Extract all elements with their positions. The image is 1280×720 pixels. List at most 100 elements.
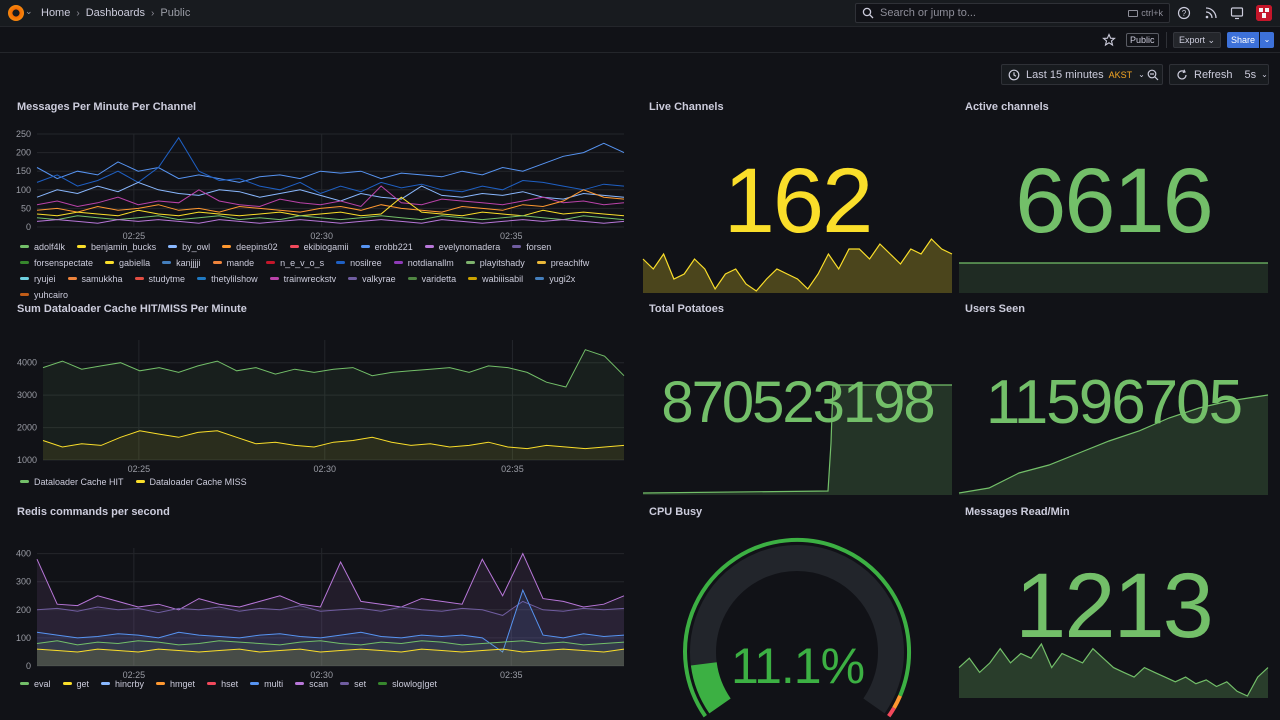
legend-item[interactable]: nosilree bbox=[336, 256, 382, 269]
legend-item[interactable]: Dataloader Cache MISS bbox=[135, 475, 247, 488]
series-line[interactable] bbox=[36, 181, 625, 202]
legend-item[interactable]: n_e_v_o_s bbox=[266, 256, 324, 269]
search-input[interactable]: Search or jump to... ctrl+k bbox=[855, 3, 1170, 23]
legend-label: kanjjjji bbox=[176, 257, 201, 268]
time-range-picker[interactable]: Last 15 minutes AKST ⌄ bbox=[1001, 64, 1163, 85]
refresh-button-label[interactable]: Refresh bbox=[1194, 68, 1233, 81]
legend-label: trainwreckstv bbox=[283, 273, 337, 284]
gauge-threshold-green bbox=[683, 537, 912, 718]
grafana-logo-icon[interactable] bbox=[8, 5, 24, 21]
series-line[interactable] bbox=[36, 640, 625, 646]
legend-item[interactable]: yugi2x bbox=[535, 272, 575, 285]
series-line[interactable] bbox=[36, 215, 625, 221]
sparkline-line bbox=[958, 394, 1269, 494]
legend-item[interactable]: varidetta bbox=[407, 272, 456, 285]
legend-item[interactable]: scan bbox=[295, 677, 328, 690]
series-line[interactable] bbox=[36, 648, 625, 653]
panel-title[interactable]: Total Potatoes bbox=[649, 303, 724, 315]
series-line[interactable] bbox=[36, 552, 625, 611]
legend-item[interactable]: hmget bbox=[156, 677, 195, 690]
series-line[interactable] bbox=[42, 349, 625, 388]
legend-item[interactable]: hset bbox=[207, 677, 238, 690]
active-channels-value: 6616 bbox=[1015, 150, 1214, 252]
legend-item[interactable]: studytme bbox=[134, 272, 185, 285]
legend-label: preachlfw bbox=[550, 257, 590, 268]
panel-title[interactable]: Sum Dataloader Cache HIT/MISS Per Minute bbox=[17, 303, 247, 315]
legend-item[interactable]: ryujei bbox=[20, 272, 56, 285]
legend-item[interactable]: hincrby bbox=[101, 677, 144, 690]
series-line[interactable] bbox=[36, 189, 625, 213]
chart-legend: Dataloader Cache HIT Dataloader Cache MIS… bbox=[20, 475, 630, 488]
shortcut-label: ctrl+k bbox=[1141, 8, 1163, 18]
messages-timeseries-chart[interactable]: 0 50 100 150 200 250 02:25 02:30 02:35 bbox=[16, 126, 627, 241]
export-button[interactable]: Export ⌄ bbox=[1173, 32, 1222, 48]
legend-swatch bbox=[105, 261, 115, 264]
legend-item[interactable]: kanjjjji bbox=[162, 256, 201, 269]
chevron-down-icon[interactable]: ⌄ bbox=[25, 6, 33, 16]
redis-timeseries-chart[interactable]: 0 100 200 300 400 02:25 02:30 02:35 bbox=[16, 540, 627, 680]
panel-title[interactable]: Live Channels bbox=[649, 101, 724, 113]
series-line[interactable] bbox=[36, 196, 625, 217]
legend-item[interactable]: benjamin_bucks bbox=[77, 240, 156, 253]
legend-item[interactable]: forsen bbox=[512, 240, 551, 253]
series-line[interactable] bbox=[36, 600, 625, 616]
series-line[interactable] bbox=[42, 430, 625, 450]
x-tick-label: 02:25 bbox=[123, 670, 146, 680]
legend-item[interactable]: wabiiisabil bbox=[468, 272, 523, 285]
series-line[interactable] bbox=[36, 185, 625, 208]
y-tick-label: 150 bbox=[16, 166, 31, 176]
legend-item[interactable]: forsenspectate bbox=[20, 256, 93, 269]
legend-item[interactable]: get bbox=[62, 677, 89, 690]
legend-label: forsenspectate bbox=[34, 257, 94, 268]
refresh-interval[interactable]: 5s bbox=[1244, 68, 1257, 81]
legend-item[interactable]: ekibiogamii bbox=[289, 240, 349, 253]
panel-title[interactable]: Redis commands per second bbox=[17, 506, 170, 518]
legend-item[interactable]: adolf4lk bbox=[20, 240, 65, 253]
legend-swatch bbox=[407, 277, 417, 280]
live-channels-value: 162 bbox=[723, 150, 874, 252]
legend-item[interactable]: eval bbox=[20, 677, 51, 690]
panel-title[interactable]: Users Seen bbox=[965, 303, 1025, 315]
legend-item[interactable]: gabiella bbox=[105, 256, 150, 269]
legend-item[interactable]: mande bbox=[212, 256, 254, 269]
share-options-chevron-icon[interactable]: ⌄ bbox=[1260, 32, 1274, 48]
sparkline-area bbox=[643, 385, 952, 495]
star-favorite-icon[interactable] bbox=[1102, 33, 1116, 47]
user-avatar[interactable] bbox=[1256, 5, 1272, 21]
legend-item[interactable]: preachlfw bbox=[536, 256, 590, 269]
rss-news-icon[interactable] bbox=[1204, 6, 1218, 20]
legend-item[interactable]: set bbox=[340, 677, 366, 690]
dataloader-timeseries-chart[interactable]: 1000 2000 3000 4000 02:25 02:30 02:35 bbox=[17, 336, 627, 474]
legend-item[interactable]: playitshady bbox=[465, 256, 525, 269]
series-line[interactable] bbox=[36, 136, 625, 195]
legend-item[interactable]: deepins02 bbox=[222, 240, 278, 253]
series-line[interactable] bbox=[36, 588, 625, 653]
zoom-out-button[interactable] bbox=[1143, 64, 1163, 85]
legend-item[interactable]: Dataloader Cache HIT bbox=[20, 475, 124, 488]
panel-title[interactable]: Messages Per Minute Per Channel bbox=[17, 101, 197, 113]
legend-swatch bbox=[336, 261, 346, 264]
breadcrumb-home[interactable]: Home bbox=[41, 7, 71, 19]
legend-item[interactable]: slowlog|get bbox=[378, 677, 437, 690]
panel-title[interactable]: Active channels bbox=[965, 101, 1049, 113]
legend-item[interactable]: evelynomadera bbox=[424, 240, 500, 253]
breadcrumb-separator-icon: › bbox=[151, 7, 155, 19]
legend-item[interactable]: by_owl bbox=[168, 240, 210, 253]
series-line[interactable] bbox=[36, 219, 625, 224]
series-line[interactable] bbox=[36, 142, 625, 183]
legend-item[interactable]: erobb221 bbox=[360, 240, 413, 253]
legend-item[interactable]: valkyrae bbox=[348, 272, 396, 285]
kiosk-monitor-icon[interactable] bbox=[1230, 6, 1244, 20]
legend-item[interactable]: thetylilshow bbox=[197, 272, 258, 285]
legend-item[interactable]: multi bbox=[250, 677, 283, 690]
legend-item[interactable]: yuhcairo bbox=[20, 288, 68, 301]
legend-item[interactable]: samukkha bbox=[67, 272, 123, 285]
help-icon[interactable]: ? bbox=[1177, 6, 1191, 20]
refresh-picker[interactable]: Refresh 5s ⌄ bbox=[1169, 64, 1269, 85]
legend-item[interactable]: notdianallm bbox=[393, 256, 454, 269]
legend-item[interactable]: trainwreckstv bbox=[269, 272, 337, 285]
share-button[interactable]: Share bbox=[1227, 32, 1259, 48]
panel-title[interactable]: Messages Read/Min bbox=[965, 506, 1070, 518]
breadcrumb-dashboards[interactable]: Dashboards bbox=[85, 7, 146, 19]
panel-title[interactable]: CPU Busy bbox=[649, 506, 703, 518]
